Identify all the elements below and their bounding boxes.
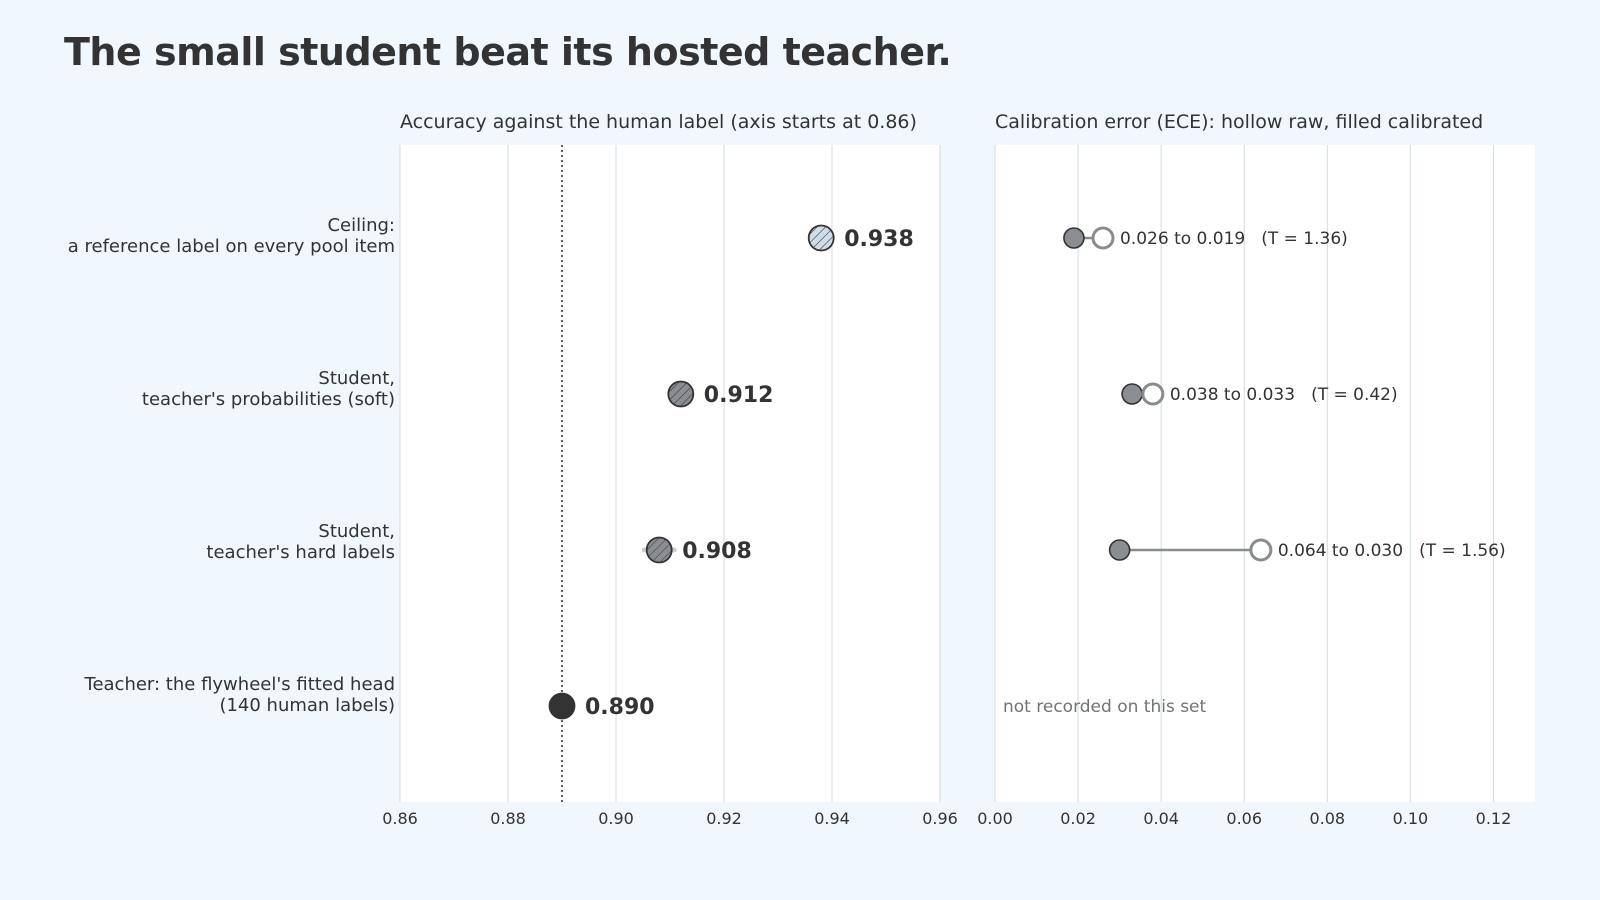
accuracy-value-label: 0.890 — [585, 695, 655, 720]
calibration-missing-note: not recorded on this set — [1003, 697, 1207, 717]
row-label-student-soft-line1: Student, — [318, 368, 395, 389]
accuracy-value-label: 0.912 — [704, 383, 774, 408]
row-label-ceiling-line2: a reference label on every pool item — [67, 236, 395, 257]
accuracy-value-label: 0.908 — [682, 539, 752, 564]
accuracy-tick-label: 0.92 — [706, 809, 742, 828]
accuracy-panel-bg — [400, 145, 940, 802]
calibration-raw-point — [1091, 226, 1115, 250]
calibration-annotation: 0.038 to 0.033 — [1170, 385, 1295, 405]
calibration-temperature: (T = 1.56) — [1419, 541, 1506, 561]
calibration-panel-bg — [995, 145, 1535, 802]
accuracy-point — [807, 224, 835, 252]
row-label-ceiling-line1: Ceiling: — [327, 215, 395, 236]
accuracy-point — [548, 692, 576, 720]
accuracy-tick-label: 0.94 — [814, 809, 850, 828]
calibration-tick-label: 0.02 — [1060, 809, 1096, 828]
calibration-panel-title: Calibration error (ECE): hollow raw, fil… — [995, 111, 1483, 133]
accuracy-point — [667, 380, 695, 408]
calibration-tick-label: 0.04 — [1143, 809, 1179, 828]
row-label-ceiling: Ceiling: a reference label on every pool… — [15, 215, 395, 257]
row-label-student-soft-line2: teacher's probabilities (soft) — [141, 389, 395, 410]
calibration-calibrated-point — [1121, 383, 1143, 405]
accuracy-tick-label: 0.86 — [382, 809, 418, 828]
calibration-tick-label: 0.06 — [1226, 809, 1262, 828]
calibration-annotation: 0.026 to 0.019 — [1120, 229, 1245, 249]
calibration-temperature: (T = 1.36) — [1261, 229, 1348, 249]
row-label-student-hard-line2: teacher's hard labels — [206, 542, 395, 563]
accuracy-tick-label: 0.90 — [598, 809, 634, 828]
page-title: The small student beat its hosted teache… — [64, 30, 952, 74]
accuracy-tick-label: 0.96 — [922, 809, 958, 828]
row-label-student-hard: Student, teacher's hard labels — [15, 521, 395, 563]
row-label-student-hard-line1: Student, — [318, 521, 395, 542]
accuracy-value-label: 0.938 — [844, 227, 914, 252]
row-label-teacher-line1: Teacher: the flywheel's fitted head — [84, 674, 395, 695]
accuracy-point — [645, 536, 673, 564]
calibration-tick-label: 0.10 — [1393, 809, 1429, 828]
calibration-temperature: (T = 0.42) — [1311, 385, 1398, 405]
calibration-tick-label: 0.00 — [977, 809, 1013, 828]
calibration-raw-point — [1141, 382, 1165, 406]
accuracy-panel-title: Accuracy against the human label (axis s… — [400, 111, 917, 133]
calibration-tick-label: 0.08 — [1309, 809, 1345, 828]
row-label-teacher-line2: (140 human labels) — [219, 695, 395, 716]
accuracy-tick-label: 0.88 — [490, 809, 526, 828]
row-label-teacher: Teacher: the flywheel's fitted head (140… — [15, 674, 395, 716]
row-label-student-soft: Student, teacher's probabilities (soft) — [15, 368, 395, 410]
calibration-calibrated-point — [1108, 539, 1131, 561]
calibration-annotation: 0.064 to 0.030 — [1278, 541, 1403, 561]
calibration-tick-label: 0.12 — [1476, 809, 1512, 828]
calibration-calibrated-point — [1063, 227, 1085, 249]
calibration-raw-point — [1249, 538, 1273, 562]
